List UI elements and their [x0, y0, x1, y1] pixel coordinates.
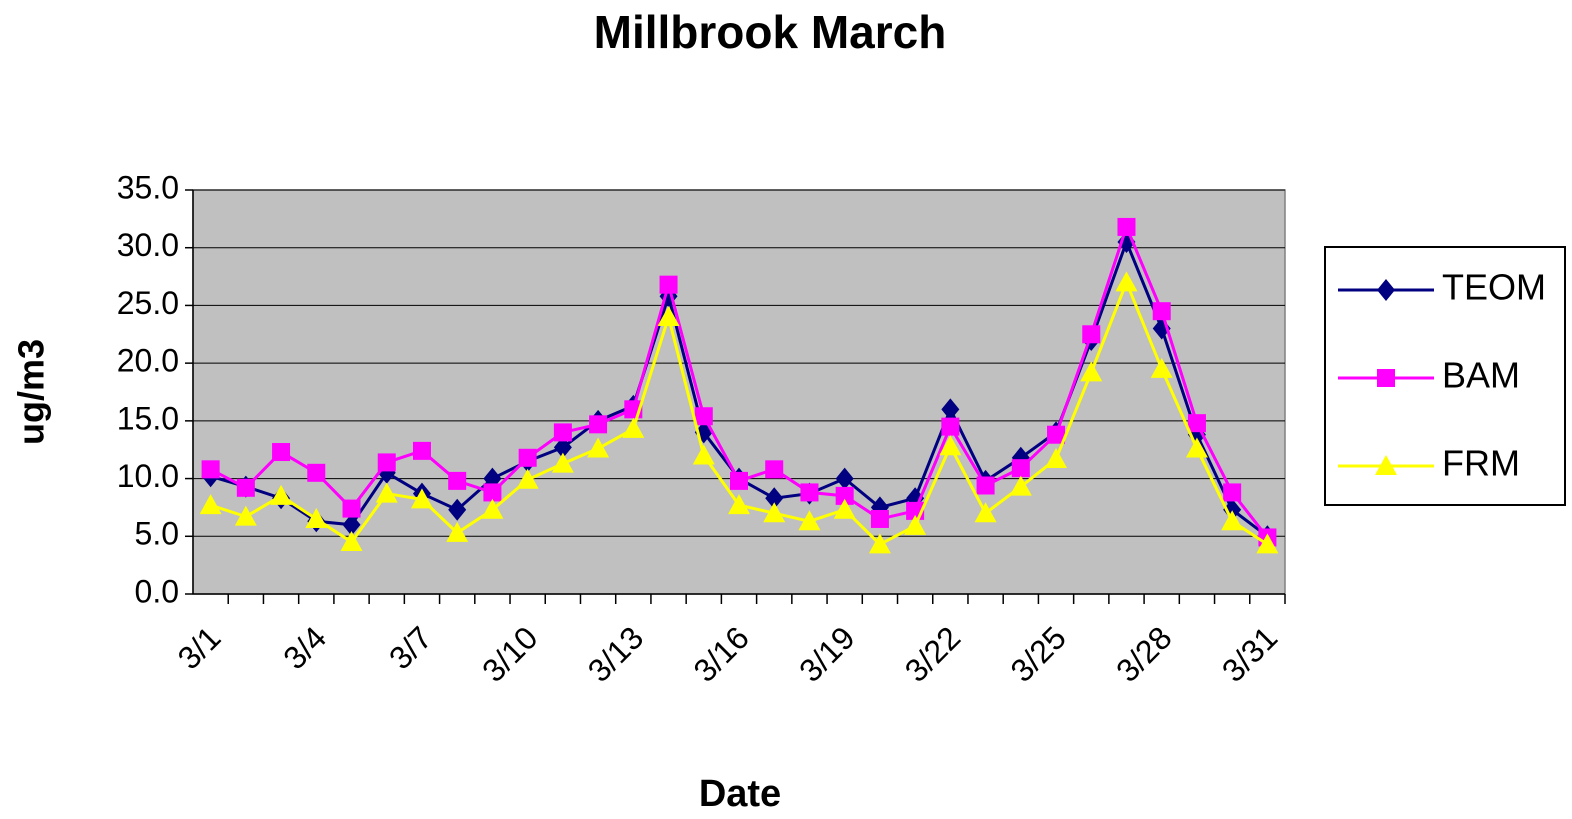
- legend-label: FRM: [1442, 443, 1520, 484]
- data-point: [587, 437, 610, 458]
- data-point: [1256, 533, 1279, 554]
- data-point: [589, 415, 608, 434]
- data-point: [765, 487, 784, 510]
- data-point: [553, 423, 572, 442]
- x-tick-label: 3/7: [382, 619, 439, 676]
- data-point: [870, 509, 889, 528]
- x-tick-label: 3/19: [792, 619, 861, 688]
- y-tick-label: 20.0: [117, 343, 179, 379]
- data-point: [483, 483, 502, 502]
- data-point: [199, 494, 222, 515]
- data-point: [1080, 361, 1103, 382]
- chart-title: Millbrook March: [594, 6, 947, 58]
- data-point: [800, 483, 819, 502]
- y-tick-label: 10.0: [117, 458, 179, 494]
- data-point: [375, 482, 398, 503]
- data-point: [1152, 302, 1171, 321]
- data-point: [1150, 357, 1173, 378]
- data-point: [305, 507, 328, 528]
- legend-label: BAM: [1442, 355, 1520, 396]
- legend-marker: [1375, 455, 1397, 475]
- data-point: [518, 448, 537, 467]
- data-point: [481, 498, 504, 519]
- data-point: [553, 436, 572, 459]
- data-point: [835, 467, 854, 490]
- data-point: [904, 514, 927, 535]
- x-tick-label: 3/25: [1003, 619, 1072, 688]
- data-point: [1009, 475, 1032, 496]
- data-point: [448, 471, 467, 490]
- data-point: [270, 484, 293, 505]
- data-point: [236, 478, 255, 497]
- data-point: [1223, 483, 1242, 502]
- data-point: [412, 441, 431, 460]
- data-point: [410, 488, 433, 509]
- plot-area: [192, 189, 1286, 595]
- data-point: [307, 463, 326, 482]
- data-point: [622, 417, 645, 438]
- y-tick-label: 5.0: [135, 516, 179, 552]
- data-point: [976, 476, 995, 495]
- data-point: [340, 531, 363, 552]
- data-point: [234, 505, 257, 526]
- y-tick-label: 35.0: [117, 169, 179, 205]
- data-point: [448, 498, 467, 521]
- data-point: [868, 533, 891, 554]
- data-point: [1117, 217, 1136, 236]
- data-point: [730, 471, 748, 490]
- legend-marker: [1377, 279, 1395, 301]
- data-point: [657, 305, 680, 326]
- data-point: [272, 443, 291, 462]
- data-point: [1187, 414, 1206, 433]
- data-point: [377, 453, 396, 472]
- data-point: [446, 521, 469, 542]
- data-point: [659, 275, 678, 294]
- data-point: [551, 452, 574, 473]
- data-point: [833, 498, 856, 519]
- data-point: [939, 435, 962, 456]
- data-point: [1047, 425, 1066, 444]
- x-tick-label: 3/28: [1109, 619, 1178, 688]
- data-point: [941, 417, 960, 436]
- y-tick-label: 15.0: [117, 400, 179, 436]
- data-point: [974, 502, 997, 523]
- legend-label: TEOM: [1442, 267, 1546, 308]
- y-tick-label: 25.0: [117, 285, 179, 321]
- data-point: [765, 460, 784, 479]
- x-tick-label: 3/1: [171, 619, 228, 676]
- x-tick-label: 3/31: [1215, 619, 1284, 688]
- data-point: [342, 513, 361, 536]
- x-tick-label: 3/22: [898, 619, 967, 688]
- data-point: [941, 398, 960, 421]
- y-axis-label: ug/m3: [11, 339, 52, 445]
- x-tick-label: 3/10: [475, 619, 544, 688]
- data-point: [516, 468, 539, 489]
- data-point: [1115, 271, 1138, 292]
- data-point: [692, 444, 715, 465]
- data-point: [201, 460, 220, 479]
- data-point: [1082, 325, 1101, 344]
- data-point: [763, 502, 786, 523]
- data-point: [798, 510, 821, 531]
- y-tick-label: 30.0: [117, 227, 179, 263]
- data-point: [1221, 510, 1244, 531]
- data-point: [835, 486, 854, 505]
- x-tick-label: 3/16: [686, 619, 755, 688]
- data-point: [870, 496, 889, 519]
- x-axis-label: Date: [699, 773, 781, 815]
- data-point: [1045, 447, 1068, 468]
- data-point: [694, 407, 713, 426]
- data-point: [728, 494, 750, 515]
- y-tick-label: 0.0: [135, 573, 179, 609]
- x-tick-label: 3/13: [581, 619, 650, 688]
- data-point: [342, 499, 361, 518]
- x-tick-label: 3/4: [276, 619, 333, 676]
- data-point: [1011, 459, 1030, 478]
- data-point: [1185, 437, 1208, 458]
- legend-marker: [1377, 369, 1395, 387]
